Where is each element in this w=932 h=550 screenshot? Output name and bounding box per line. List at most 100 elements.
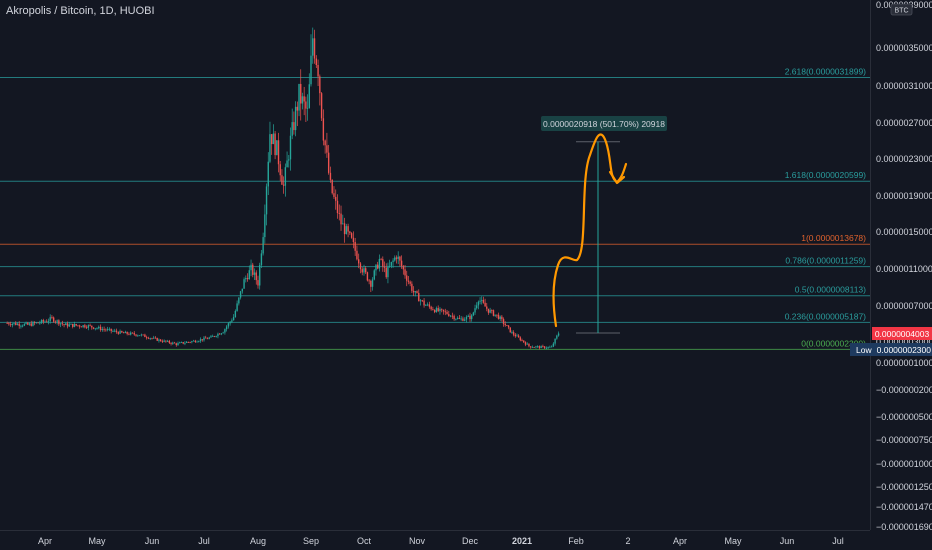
candle-body [77,325,79,327]
candle-body [58,320,60,325]
candle-body [378,258,381,269]
price-axis-tick: −0.0000012500 [876,482,932,492]
candle-body [358,259,360,264]
low-price-tag [850,343,932,356]
candle-body [114,330,116,332]
candle-body [33,322,36,324]
candle-body [437,308,439,312]
candle-body [557,333,560,336]
candle-body [521,340,523,342]
time-axis-tick: May [88,536,106,546]
candle-body [465,316,468,320]
time-axis-tick: Jun [780,536,795,546]
fib-level-label: 1(0.0000013678) [801,233,866,243]
time-axis-tick: Aug [250,536,266,546]
candle-body [455,318,457,320]
candle-body [108,328,111,330]
candle-body [177,343,179,346]
candle-body [259,265,261,286]
candle-body [350,233,353,238]
candle-body [511,332,513,333]
candle-body [406,275,408,281]
candle-body [474,308,476,313]
candle-body [296,106,299,111]
candle-body [294,106,297,131]
candle-body [246,278,249,280]
candle-body [144,334,146,338]
candle-body [112,331,114,332]
candle-body [42,320,44,322]
candle-body [229,321,231,324]
candle-body [218,333,221,335]
candle-body [375,264,377,271]
candle-body [458,317,461,319]
candle-body [306,107,309,109]
fib-level-label: 0.236(0.0000005187) [785,311,866,321]
price-range-measure[interactable] [576,141,620,334]
price-axis[interactable]: 0.00000390000.00000350000.00000310000.00… [876,0,932,532]
fib-level-label: 0(0.0000002300) [801,338,866,348]
candle-body [547,346,549,348]
candle-body [91,325,93,328]
time-axis-tick: Dec [462,536,479,546]
candle-body [291,122,293,136]
candle-body [51,317,53,318]
candle-body [115,330,118,333]
candle-body [75,324,77,326]
candle-body [373,270,375,280]
time-axis-tick: Jul [198,536,210,546]
time-axis-tick: Jun [145,536,160,546]
candle-body [528,343,530,347]
candle-body [122,332,125,334]
candle-body [84,325,86,328]
candle-body [552,343,555,347]
candle-body [516,335,518,337]
measure-label: 0.0000020918 (501.70%) 20918 [543,119,665,129]
candle-body [234,310,237,317]
candle-body [131,332,134,334]
candle-body [96,328,98,329]
candle-body [23,323,26,326]
price-axis-tick: −0.0000005000 [876,412,932,422]
fib-level-label: 1.618(0.0000020599) [785,170,866,180]
candle-body [66,323,69,327]
candle-body [549,346,551,348]
price-axis-tick: 0.0000011000 [876,264,932,274]
candle-body [479,300,481,302]
candle-body [301,96,304,104]
candle-body [462,318,464,321]
candle-body [245,278,247,280]
candle-body [18,323,20,326]
time-axis-tick: May [724,536,742,546]
candle-body [538,346,541,349]
fibonacci-extension[interactable]: 2.618(0.0000031899) 1.618(0.0000020599) 1(… [0,66,870,350]
candle-body [382,259,384,267]
price-axis-tick: −0.0000014700 [876,502,932,512]
forecast-drawing[interactable] [552,133,619,328]
time-axis[interactable]: Apr May Jun Jul Aug Sep Oct Nov Dec 2021 Feb 2 Apr Ma… [38,536,844,546]
candle-body [331,179,333,194]
time-axis-tick: 2021 [512,536,532,546]
candle-body [385,267,387,278]
candle-body [481,299,483,301]
candle-body [395,257,398,259]
candle-body [101,329,104,331]
candle-body [536,346,539,348]
time-axis-tick: 2 [625,536,630,546]
candle-body [467,315,469,317]
price-axis-tick: −0.0000007500 [876,435,932,445]
currency-button[interactable]: BTC [890,3,913,16]
candle-body [543,346,546,349]
fib-level-label: 2.618(0.0000031899) [785,66,866,76]
candle-body [399,256,401,261]
candle-body [435,308,438,313]
candle-body [376,264,379,269]
candle-body [472,312,475,316]
candle-body [460,318,462,320]
forecast-arrowhead [608,170,626,185]
candle-body [451,315,454,317]
candle-body [281,175,283,185]
candle-body [140,334,143,336]
